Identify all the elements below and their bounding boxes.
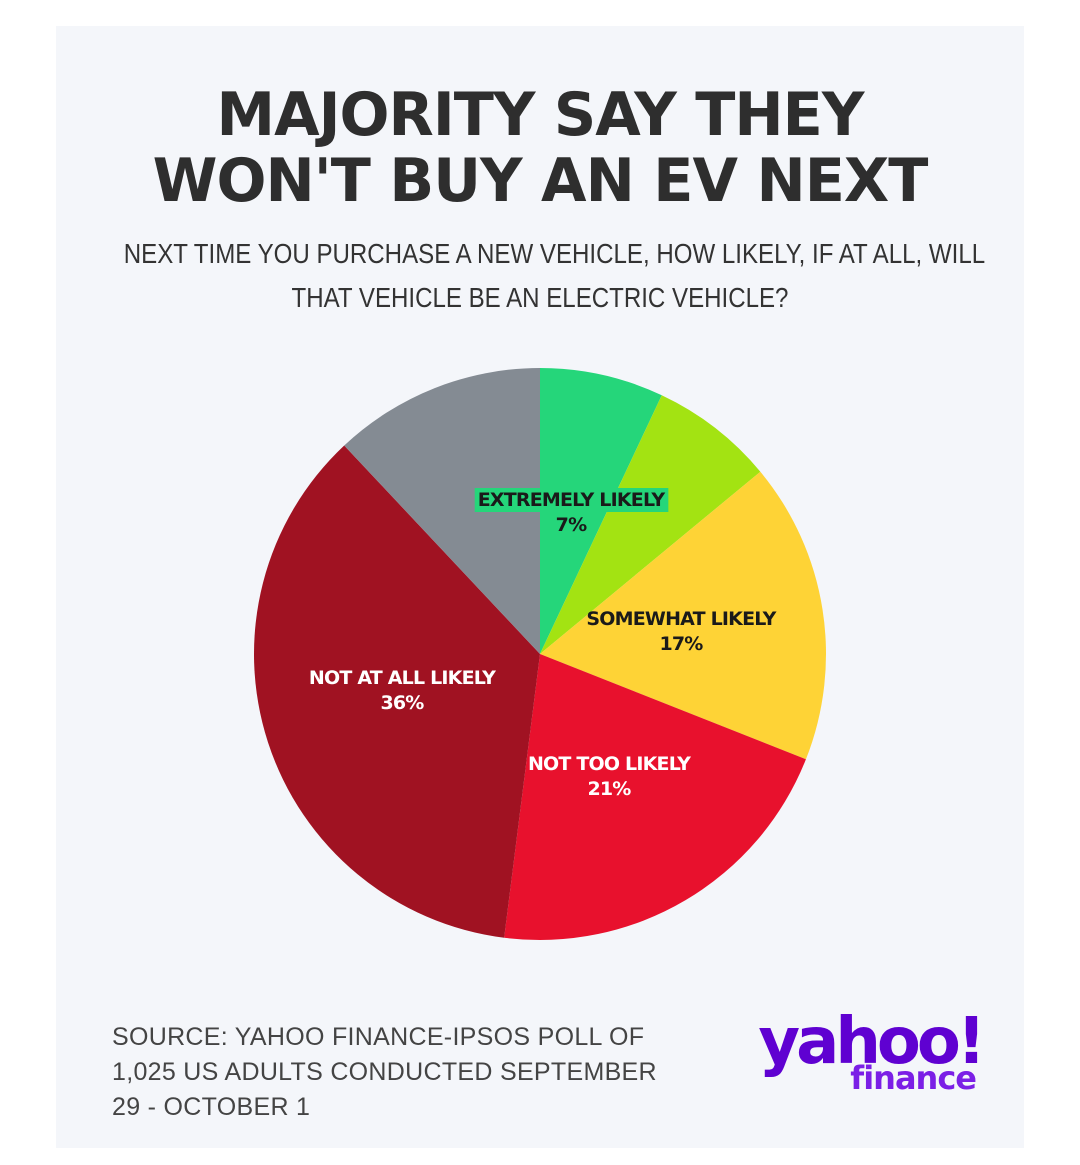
slice-label-3: SOMEWHAT LIKELY 17%	[586, 608, 777, 655]
slice-value-label: 7%	[556, 514, 587, 536]
pie-slice-3	[540, 471, 827, 760]
source-note: SOURCE: YAHOO FINANCE-IPSOS POLL OF 1,02…	[112, 1020, 672, 1125]
slice-value-label: 17%	[659, 633, 703, 655]
slice-label-name: NOT TOO LIKELY	[528, 753, 691, 775]
pie-labels: EXTREMELY LIKELY 7% SOMEWHAT LIKELY 17% NOT …	[309, 488, 777, 800]
slice-label-name: SOMEWHAT LIKELY	[586, 608, 776, 630]
pie-slices	[253, 368, 827, 940]
chart-title: MAJORITY SAY THEY WON'T BUY AN EV NEXT	[66, 82, 1015, 214]
slice-value-label: 21%	[587, 778, 631, 800]
source-line-3: 29 - OCTOBER 1	[112, 1093, 311, 1121]
pie-slice-2	[540, 395, 761, 654]
chart-title-line-1: MAJORITY SAY THEY	[216, 80, 865, 150]
chart-subtitle-line-1: NEXT TIME YOU PURCHASE A NEW VEHICLE, HO…	[123, 238, 986, 269]
slice-label-5: NOT AT ALL LIKELY 36%	[309, 667, 497, 714]
source-line-2: 1,025 US ADULTS CONDUCTED SEPTEMBER	[112, 1058, 657, 1086]
pie-slice-5	[253, 445, 541, 938]
slice-label-name: NOT AT ALL LIKELY	[309, 667, 496, 689]
logo-subbrand: finance	[850, 1059, 977, 1097]
slice-value-label: 36%	[380, 692, 424, 714]
yahoo-finance-logo: yahoo! finance	[736, 1002, 986, 1122]
slice-label-4: NOT TOO LIKELY 21%	[528, 753, 692, 800]
pie-slice-6	[344, 368, 540, 654]
slice-label-highlight	[474, 488, 669, 512]
infographic-card: MAJORITY SAY THEY WON'T BUY AN EV NEXT N…	[56, 26, 1024, 1148]
chart-title-line-2: WON'T BUY AN EV NEXT	[152, 146, 929, 216]
chart-subtitle-line-2: THAT VEHICLE BE AN ELECTRIC VEHICLE?	[291, 282, 789, 313]
chart-subtitle: NEXT TIME YOU PURCHASE A NEW VEHICLE, HO…	[123, 232, 986, 320]
slice-label-name: EXTREMELY LIKELY	[478, 489, 666, 511]
source-line-1: SOURCE: YAHOO FINANCE-IPSOS POLL OF	[112, 1023, 645, 1051]
slice-label-1: EXTREMELY LIKELY 7%	[474, 488, 669, 536]
logo-wordmark: yahoo!	[758, 1005, 986, 1079]
pie-slice-4	[504, 654, 806, 940]
